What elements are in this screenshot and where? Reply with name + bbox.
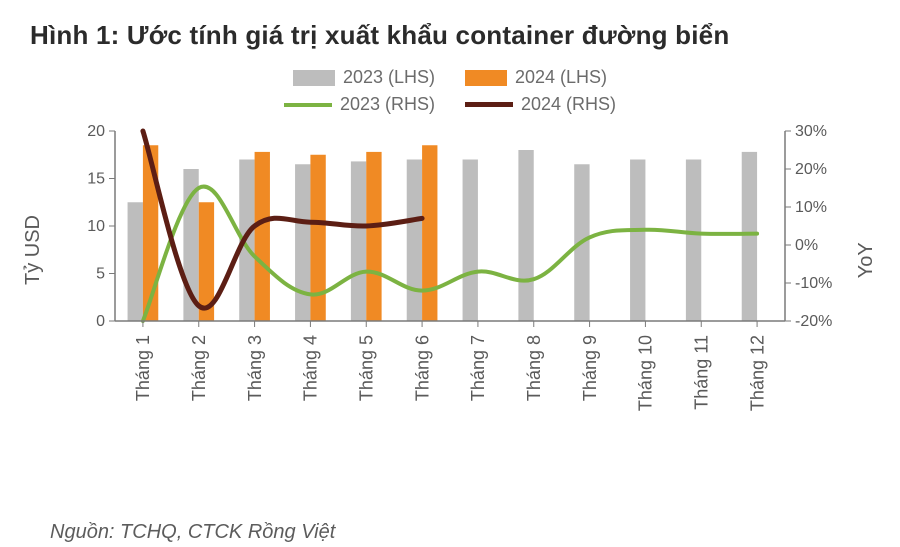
x-tick-label: Tháng 8 xyxy=(524,335,544,401)
bar-2023 xyxy=(128,202,143,321)
bar-2023 xyxy=(630,160,645,322)
legend-label-line-2023: 2023 (RHS) xyxy=(340,94,435,115)
chart-svg: 0 5 10 15 20 -20% -10% 0% 10% 20% 30% Tháng 1 Tháng … xyxy=(30,121,870,421)
x-tick-label: Tháng 11 xyxy=(692,335,712,410)
swatch-bar-2024 xyxy=(465,70,507,86)
svg-text:-20%: -20% xyxy=(795,313,832,330)
legend-item-bar-2023: 2023 (LHS) xyxy=(293,67,435,88)
svg-text:30%: 30% xyxy=(795,123,827,140)
x-tick-label: Tháng 6 xyxy=(412,335,432,401)
swatch-line-2024 xyxy=(465,102,513,107)
legend-label-line-2024: 2024 (RHS) xyxy=(521,94,616,115)
svg-text:10: 10 xyxy=(87,218,105,235)
svg-text:20: 20 xyxy=(87,123,105,140)
swatch-bar-2023 xyxy=(293,70,335,86)
bar-2023 xyxy=(742,152,757,321)
bar-2023 xyxy=(295,164,310,321)
bar-2023 xyxy=(407,160,422,322)
legend-item-line-2024: 2024 (RHS) xyxy=(465,94,616,115)
svg-text:10%: 10% xyxy=(795,199,827,216)
bar-2023 xyxy=(351,161,366,321)
legend: 2023 (LHS) 2024 (LHS) 2023 (RHS) 2024 (R… xyxy=(30,67,870,115)
chart-page: Hình 1: Ước tính giá trị xuất khẩu conta… xyxy=(0,0,900,547)
bar-2023 xyxy=(518,150,533,321)
legend-row-lines: 2023 (RHS) 2024 (RHS) xyxy=(30,94,870,115)
bar-2024 xyxy=(366,152,381,321)
svg-text:0%: 0% xyxy=(795,237,818,254)
y-axis-left-label: Tỷ USD xyxy=(22,215,45,285)
legend-item-line-2023: 2023 (RHS) xyxy=(284,94,435,115)
bar-2023 xyxy=(463,160,478,322)
y-axis-right-label: YoY xyxy=(855,242,878,278)
x-tick-label: Tháng 7 xyxy=(468,335,488,401)
chart-source: Nguồn: TCHQ, CTCK Rồng Việt xyxy=(30,521,870,544)
bar-2023 xyxy=(686,160,701,322)
x-tick-label: Tháng 10 xyxy=(636,335,656,411)
legend-label-bar-2023: 2023 (LHS) xyxy=(343,67,435,88)
svg-text:5: 5 xyxy=(96,266,105,283)
x-tick-label: Tháng 1 xyxy=(133,335,153,401)
bar-2024 xyxy=(255,152,270,321)
x-tick-label: Tháng 5 xyxy=(357,335,377,401)
chart-title: Hình 1: Ước tính giá trị xuất khẩu conta… xyxy=(30,20,870,51)
chart-area: Tỷ USD YoY 05101520-20%-10%0%10%20%30%Th… xyxy=(30,121,870,421)
legend-row-bars: 2023 (LHS) 2024 (LHS) xyxy=(30,67,870,88)
legend-item-bar-2024: 2024 (LHS) xyxy=(465,67,607,88)
x-tick-label: Tháng 3 xyxy=(245,335,265,401)
bar-2024 xyxy=(422,145,437,321)
swatch-line-2023 xyxy=(284,103,332,107)
x-tick-label: Tháng 9 xyxy=(580,335,600,401)
x-tick-label: Tháng 2 xyxy=(189,335,209,401)
svg-text:0: 0 xyxy=(96,313,105,330)
svg-text:-10%: -10% xyxy=(795,275,832,292)
svg-text:15: 15 xyxy=(87,171,105,188)
x-tick-label: Tháng 12 xyxy=(747,335,767,411)
svg-text:20%: 20% xyxy=(795,161,827,178)
legend-label-bar-2024: 2024 (LHS) xyxy=(515,67,607,88)
x-tick-label: Tháng 4 xyxy=(301,335,321,401)
